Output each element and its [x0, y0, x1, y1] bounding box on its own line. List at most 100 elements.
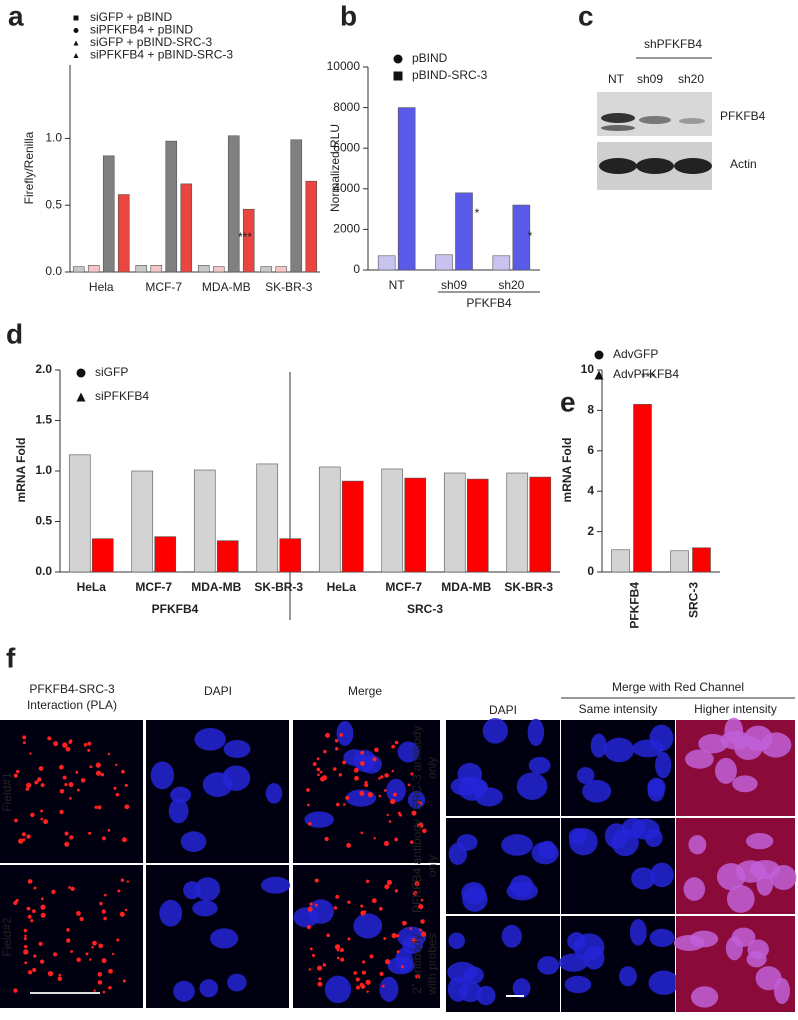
column-header: DAPI [489, 703, 517, 717]
y-tick-label: 1.0 [45, 131, 62, 145]
pla-dot [103, 916, 107, 921]
nucleus [649, 928, 675, 947]
nucleus [683, 877, 706, 901]
pla-dot [391, 932, 397, 939]
panel-label: c [578, 0, 594, 31]
pla-dot [69, 835, 74, 840]
nucleus [690, 986, 719, 1008]
pla-dot [64, 841, 70, 847]
pla-dot [325, 732, 331, 738]
row-label: PFKFB4 antibody [410, 819, 424, 913]
bar [68, 454, 91, 573]
group-label: PFKFB4 [466, 296, 512, 310]
pla-dot [107, 828, 111, 832]
legend-label: siGFP + pBIND-SRC-3 [90, 35, 212, 49]
nucleus [501, 834, 533, 856]
legend-label: siGFP + pBIND [90, 10, 172, 24]
pla-dot [364, 783, 369, 788]
pla-dot [27, 970, 33, 975]
legend-marker [393, 54, 403, 64]
nucleus [685, 749, 714, 769]
pla-dot [100, 773, 105, 777]
nucleus [647, 777, 666, 797]
pla-dot [306, 788, 310, 792]
pla-dot [68, 886, 71, 889]
pla-dot [117, 889, 121, 893]
pla-dot [308, 821, 312, 826]
nucleus [223, 739, 251, 758]
y-tick-label: 4 [587, 483, 594, 497]
annotation: *** [641, 370, 655, 384]
pla-dot [53, 952, 58, 957]
annotation: * [528, 229, 533, 243]
pla-dot [115, 792, 120, 797]
pla-dot [57, 976, 63, 982]
pla-dot [99, 901, 103, 906]
legend-label: siPFKFB4 + pBIND [90, 23, 193, 37]
pla-dot [307, 803, 310, 807]
pla-dot [383, 789, 387, 792]
pla-dot [40, 783, 45, 788]
y-tick-label: 2.0 [35, 362, 52, 376]
pla-dot [14, 818, 18, 823]
panel-label: a [8, 0, 24, 31]
pla-dot [384, 959, 391, 965]
nucleus [304, 811, 334, 828]
pla-dot [397, 811, 401, 815]
nucleus [397, 741, 420, 763]
pla-dot [361, 970, 366, 975]
bar [404, 477, 427, 573]
nucleus [755, 966, 782, 991]
pla-dot [79, 916, 84, 922]
y-tick-label: 0.0 [35, 564, 52, 578]
pla-dot [39, 959, 45, 964]
pla-dot [40, 904, 46, 910]
bar [443, 472, 466, 573]
nucleus [194, 727, 226, 751]
bar [611, 549, 630, 573]
pla-dot [342, 760, 347, 765]
nucleus [353, 913, 383, 939]
nucleus [512, 978, 531, 998]
pla-dot [318, 977, 322, 981]
pla-dot [94, 805, 98, 809]
pla-dot [418, 822, 424, 828]
micrograph-bg [0, 865, 143, 1008]
pla-dot [75, 770, 79, 774]
pla-dot [119, 911, 125, 917]
y-tick-label: 4000 [333, 181, 360, 195]
pla-dot [388, 820, 392, 823]
nucleus [168, 798, 189, 824]
pla-dot [360, 904, 364, 908]
pla-dot [355, 985, 361, 990]
pla-dot [107, 752, 111, 756]
pla-dot [66, 938, 71, 943]
legend-marker [76, 392, 86, 402]
pla-dot [319, 770, 323, 774]
x-tick-label: Hela [89, 280, 114, 294]
y-axis-label: Firefly/Renilla [22, 131, 36, 204]
column-header: Same intensity [579, 702, 658, 716]
nucleus [649, 724, 674, 752]
pla-dot [95, 762, 101, 768]
pla-dot [33, 954, 37, 958]
pla-dot [89, 958, 92, 961]
pla-dot [101, 958, 107, 964]
pla-dot [359, 790, 365, 796]
bar [435, 254, 453, 271]
pla-dot [312, 762, 317, 766]
pla-dot [339, 733, 344, 737]
nucleus [564, 975, 592, 994]
pla-dot [108, 985, 112, 990]
lane-label: NT [608, 72, 625, 86]
legend-marker [73, 40, 79, 46]
pla-dot [317, 965, 323, 971]
nucleus [698, 734, 728, 754]
pla-dot [335, 747, 339, 751]
pla-dot [394, 740, 399, 745]
pla-dot [394, 837, 399, 842]
pla-dot [374, 747, 379, 753]
micrograph [146, 865, 291, 1008]
pla-dot [76, 910, 81, 916]
pla-dot [37, 777, 42, 782]
